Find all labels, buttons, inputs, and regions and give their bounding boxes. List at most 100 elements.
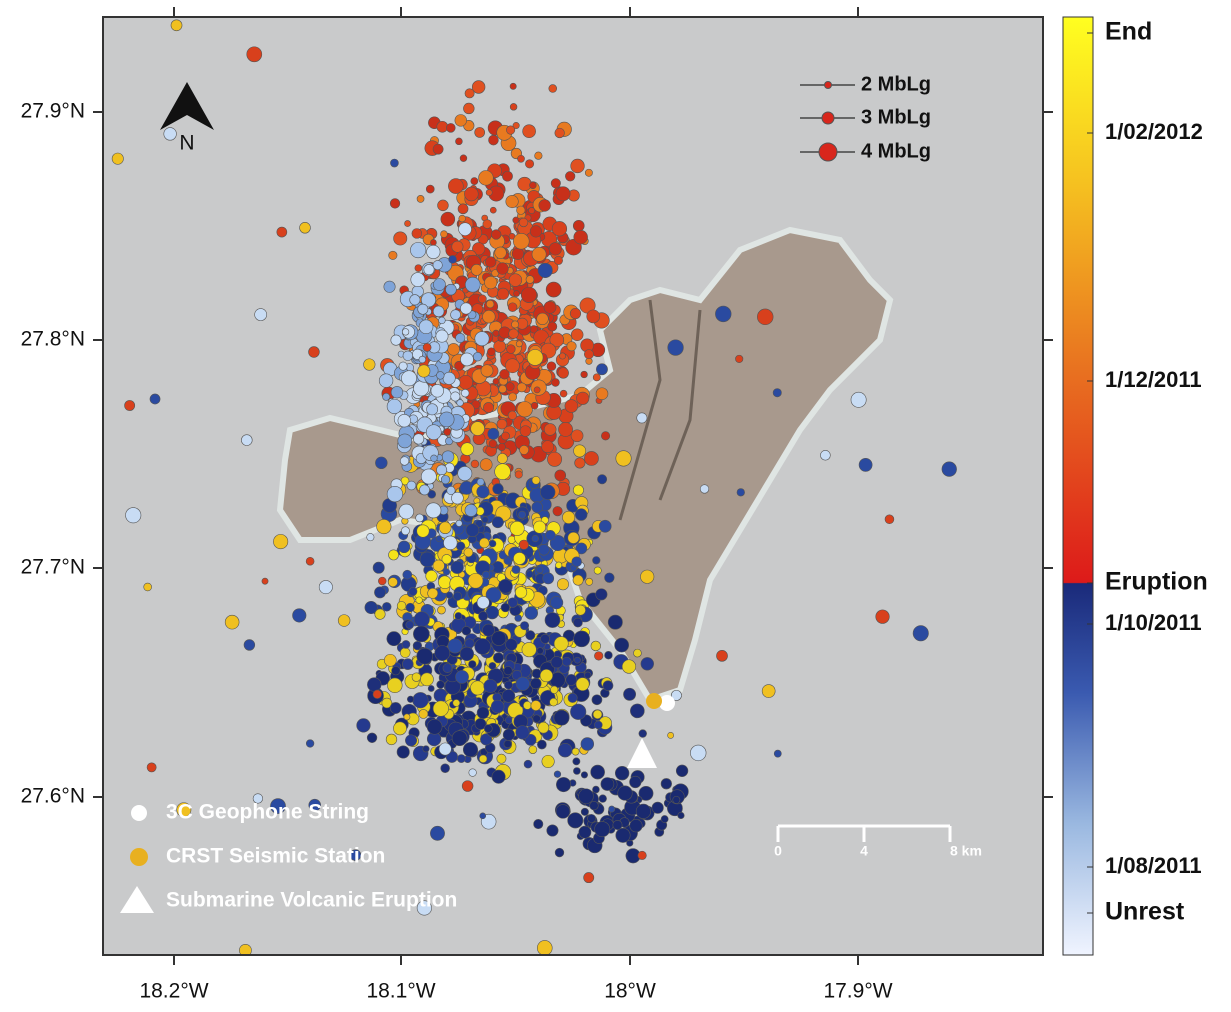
event-dot [306,557,314,565]
event-dot [466,524,479,537]
event-dot [521,287,537,303]
event-dot [498,443,505,450]
event-dot [652,802,663,813]
event-dot [571,329,583,341]
event-dot [241,435,252,446]
event-dot [420,673,433,686]
event-dot [572,748,579,755]
event-dot [526,631,535,640]
event-dot [618,786,633,801]
event-dot [479,611,488,620]
event-dot [493,484,504,495]
event-dot [554,771,561,778]
event-dot [438,606,446,614]
event-dot [571,430,583,442]
colorbar [1063,17,1093,955]
event-dot [378,577,386,585]
event-dot [300,222,311,233]
event-dot [513,233,529,249]
event-dot [573,758,580,765]
event-dot [402,329,409,336]
event-dot [439,743,451,755]
event-dot [164,128,177,141]
event-dot [452,731,467,746]
event-dot [555,562,561,568]
event-dot [400,648,410,658]
event-dot [506,639,518,651]
event-dot [575,605,585,615]
event-dot [591,641,601,651]
event-dot [484,276,497,289]
event-dot [416,514,424,522]
event-dot [510,103,517,110]
event-dot [309,347,320,358]
event-dot [293,609,307,623]
event-dot [520,426,531,437]
event-dot [461,443,474,456]
event-dot [668,732,674,738]
event-dot [493,330,499,336]
legend-label: 3C Geophone String [166,801,369,824]
event-dot [436,330,448,342]
event-dot [367,733,377,743]
event-dot [62,712,76,726]
event-dot [515,471,522,478]
event-dot [406,603,415,612]
event-dot [399,362,407,370]
event-dot [542,755,554,767]
event-dot [630,704,644,718]
event-dot [515,587,527,599]
event-dot [584,872,594,882]
event-dot [497,419,507,429]
event-dot [437,681,445,689]
event-dot [560,390,567,397]
event-dot [574,657,580,663]
event-dot [774,750,781,757]
event-dot [455,612,462,619]
event-dot [497,263,509,275]
event-dot [457,755,465,763]
event-dot [673,796,680,803]
event-dot [512,566,520,574]
event-dot [595,822,610,837]
legend-label: Submarine Volcanic Eruption [166,889,457,912]
event-dot [509,329,519,339]
event-dot [390,702,401,713]
event-dot [549,85,557,93]
event-dot [638,851,646,859]
event-dot [630,819,643,832]
event-dot [465,639,474,648]
event-dot [558,743,572,757]
event-dot [479,755,487,763]
event-dot [125,400,135,410]
event-dot [531,402,538,409]
event-dot [419,320,433,334]
event-dot [497,288,508,299]
event-dot [423,746,429,752]
event-dot [448,179,463,194]
event-dot [531,700,541,710]
event-dot [488,428,499,439]
event-dot [668,340,684,356]
event-dot [443,372,455,384]
event-dot [456,520,462,526]
event-dot [676,765,688,777]
event-dot [587,310,600,323]
event-dot [464,187,478,201]
event-dot [471,422,485,436]
event-dot [562,511,574,523]
event-dot [414,381,429,396]
event-dot [553,506,562,515]
event-dot [579,826,591,838]
event-dot [426,570,438,582]
event-dot [499,579,513,593]
event-dot [375,609,385,619]
event-dot [464,548,473,557]
event-dot [455,138,462,145]
event-dot [574,631,590,647]
event-dot [391,386,403,398]
colorbar-label: Unrest [1105,898,1185,926]
event-dot [390,199,400,209]
event-dot [431,455,438,462]
event-dot [492,770,505,783]
